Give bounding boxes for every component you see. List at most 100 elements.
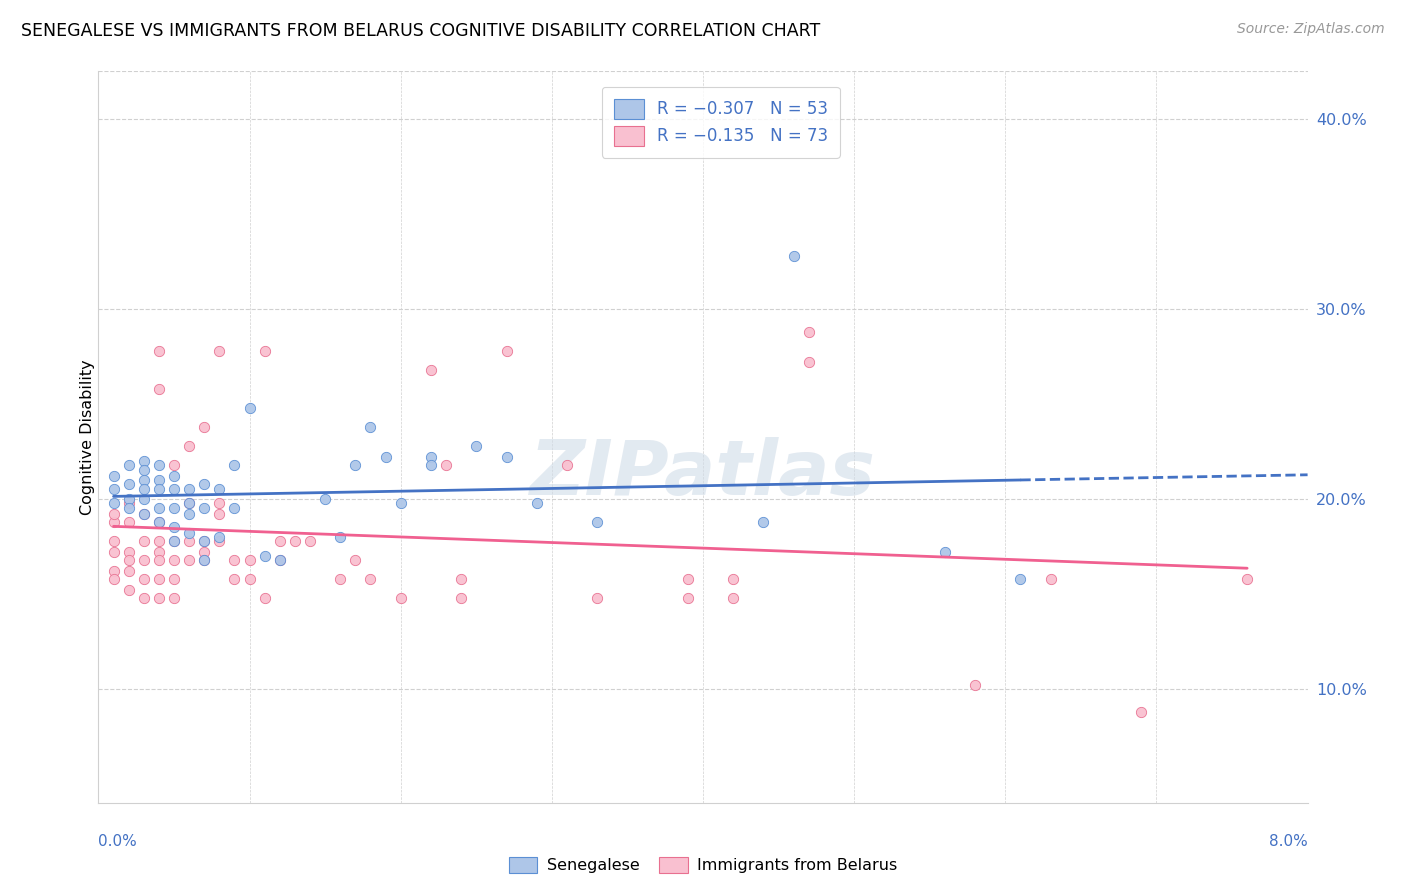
- Point: [299, 533, 322, 548]
- Point: [103, 533, 125, 548]
- Point: [495, 343, 517, 358]
- Point: [148, 572, 170, 586]
- Point: [783, 249, 806, 263]
- Point: [179, 495, 201, 509]
- Point: [239, 572, 262, 586]
- Point: [179, 526, 201, 541]
- Point: [208, 483, 231, 497]
- Point: [965, 678, 987, 692]
- Point: [723, 572, 745, 586]
- Point: [797, 325, 820, 339]
- Point: [586, 515, 609, 529]
- Point: [193, 533, 215, 548]
- Point: [193, 552, 215, 566]
- Point: [118, 582, 141, 597]
- Point: [208, 533, 231, 548]
- Point: [132, 473, 155, 487]
- Point: [450, 591, 472, 605]
- Point: [103, 483, 125, 497]
- Point: [374, 450, 396, 464]
- Point: [676, 591, 699, 605]
- Point: [163, 501, 186, 516]
- Point: [434, 458, 457, 472]
- Point: [148, 515, 170, 529]
- Point: [132, 591, 155, 605]
- Point: [103, 572, 125, 586]
- Point: [163, 520, 186, 534]
- Point: [360, 419, 382, 434]
- Point: [148, 343, 170, 358]
- Point: [132, 454, 155, 468]
- Point: [148, 552, 170, 566]
- Text: Source: ZipAtlas.com: Source: ZipAtlas.com: [1237, 22, 1385, 37]
- Point: [179, 552, 201, 566]
- Point: [208, 530, 231, 544]
- Text: 0.0%: 0.0%: [98, 834, 138, 849]
- Point: [450, 572, 472, 586]
- Text: ZIPatlas: ZIPatlas: [530, 437, 876, 510]
- Point: [163, 572, 186, 586]
- Point: [208, 507, 231, 521]
- Legend: Senegalese, Immigrants from Belarus: Senegalese, Immigrants from Belarus: [502, 850, 904, 880]
- Point: [148, 473, 170, 487]
- Point: [193, 533, 215, 548]
- Point: [193, 419, 215, 434]
- Point: [208, 495, 231, 509]
- Point: [253, 343, 276, 358]
- Point: [193, 501, 215, 516]
- Point: [179, 533, 201, 548]
- Point: [179, 439, 201, 453]
- Point: [103, 495, 125, 509]
- Point: [344, 458, 367, 472]
- Point: [163, 533, 186, 548]
- Point: [1236, 572, 1258, 586]
- Point: [389, 591, 412, 605]
- Point: [103, 564, 125, 578]
- Point: [163, 458, 186, 472]
- Point: [132, 533, 155, 548]
- Point: [163, 591, 186, 605]
- Point: [465, 439, 488, 453]
- Point: [360, 572, 382, 586]
- Point: [269, 552, 291, 566]
- Point: [148, 591, 170, 605]
- Point: [132, 572, 155, 586]
- Point: [329, 530, 352, 544]
- Point: [103, 469, 125, 483]
- Point: [1130, 705, 1153, 719]
- Point: [148, 501, 170, 516]
- Point: [420, 362, 443, 376]
- Point: [118, 491, 141, 506]
- Point: [797, 355, 820, 369]
- Point: [179, 507, 201, 521]
- Point: [148, 458, 170, 472]
- Point: [118, 515, 141, 529]
- Point: [103, 545, 125, 559]
- Point: [118, 458, 141, 472]
- Point: [193, 552, 215, 566]
- Point: [420, 458, 443, 472]
- Point: [163, 533, 186, 548]
- Text: 8.0%: 8.0%: [1268, 834, 1308, 849]
- Point: [676, 572, 699, 586]
- Point: [224, 458, 246, 472]
- Point: [118, 476, 141, 491]
- Point: [284, 533, 307, 548]
- Point: [193, 545, 215, 559]
- Point: [118, 501, 141, 516]
- Point: [389, 495, 412, 509]
- Point: [148, 382, 170, 396]
- Point: [148, 483, 170, 497]
- Point: [586, 591, 609, 605]
- Point: [103, 515, 125, 529]
- Point: [163, 552, 186, 566]
- Point: [132, 463, 155, 477]
- Point: [132, 483, 155, 497]
- Point: [118, 552, 141, 566]
- Point: [253, 549, 276, 563]
- Point: [344, 552, 367, 566]
- Point: [132, 507, 155, 521]
- Point: [495, 450, 517, 464]
- Point: [224, 552, 246, 566]
- Point: [269, 533, 291, 548]
